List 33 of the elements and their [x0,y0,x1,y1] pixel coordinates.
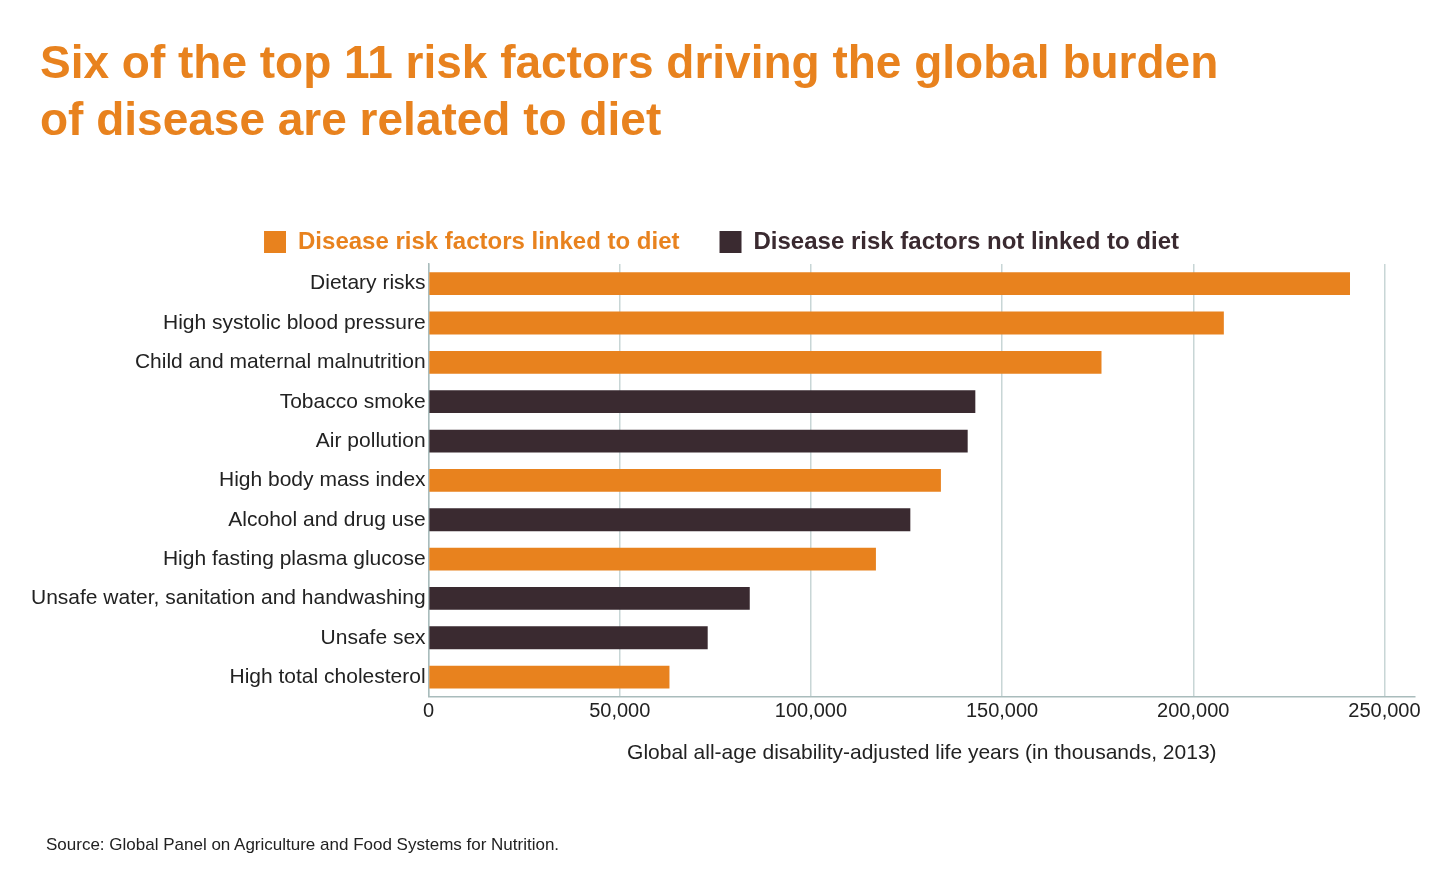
x-tick-label: 150,000 [965,699,1039,722]
y-tick-label: Tobacco smoke [279,388,426,412]
y-tick-label: Air pollution [315,427,426,451]
bar [429,350,1102,374]
bar [429,272,1351,296]
legend-label: Disease risk factors not linked to diet [753,226,1179,254]
bar [429,587,750,610]
x-tick-label: 50,000 [589,699,651,722]
y-tick-label: Dietary risks [310,270,426,294]
y-tick-label: Unsafe water, sanitation and handwashing [30,585,426,609]
bar [429,508,911,532]
x-tick-label: 250,000 [1348,699,1421,722]
bar [429,390,976,414]
y-tick-label: High total cholesterol [229,663,426,687]
x-tick-label: 200,000 [1157,699,1230,722]
bar [429,626,708,650]
source-note: Source: Global Panel on Agriculture and Food Systems for Nutrition. [46,835,560,855]
bar [429,468,941,492]
x-axis-title: Global all-age disability-adjusted life years (in thousands, 2013) [627,740,1217,764]
bar [429,311,1224,335]
bar [429,547,876,571]
y-tick-label: High fasting plasma glucose [162,545,426,569]
y-tick-label: Unsafe sex [320,624,427,648]
y-tick-label: High systolic blood pressure [162,309,426,333]
x-tick-label: 100,000 [774,699,848,722]
bar [429,665,670,689]
y-tick-label: Alcohol and drug use [228,506,426,530]
y-tick-label: Child and maternal malnutrition [134,349,426,373]
bar [429,429,968,453]
chart-title: Six of the top 11 risk factors driving the global burden of disease are related to diet [40,35,1220,147]
y-tick-label: High body mass index [218,467,427,491]
x-tick-label: 0 [423,699,435,722]
legend-label: Disease risk factors linked to diet [298,226,680,254]
